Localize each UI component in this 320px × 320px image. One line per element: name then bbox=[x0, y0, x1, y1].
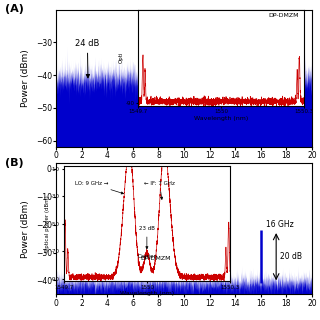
Y-axis label: Power (dBm): Power (dBm) bbox=[21, 200, 30, 258]
Text: 24 dB: 24 dB bbox=[75, 39, 100, 78]
Text: 20 dB: 20 dB bbox=[280, 252, 302, 261]
Text: 16 GHz: 16 GHz bbox=[266, 220, 294, 229]
Text: (B): (B) bbox=[5, 158, 23, 168]
Y-axis label: Power (dBm): Power (dBm) bbox=[21, 50, 30, 107]
X-axis label: Frequency (GHz): Frequency (GHz) bbox=[146, 166, 222, 175]
Text: (A): (A) bbox=[5, 4, 24, 14]
